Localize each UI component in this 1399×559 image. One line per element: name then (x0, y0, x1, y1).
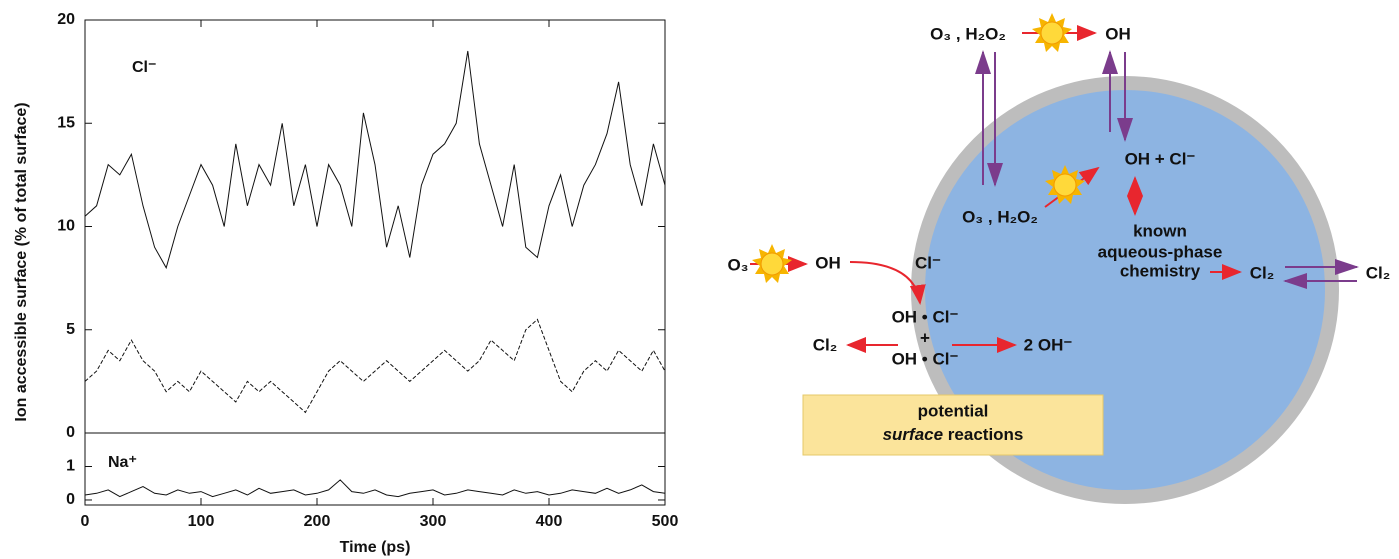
y-tick-label: 1 (66, 458, 75, 475)
y-tick-label: 5 (66, 321, 75, 338)
x-tick-label: 0 (81, 513, 90, 530)
y-tick-label: 0 (66, 491, 75, 508)
box-text: potential (918, 401, 989, 420)
x-tick-label: 300 (420, 513, 447, 530)
annotation: Cl⁻ (132, 59, 156, 76)
label: OH + Cl⁻ (1125, 149, 1196, 168)
y-tick-label: 0 (66, 424, 75, 441)
box-text: reactions (943, 425, 1023, 444)
x-axis-label: Time (ps) (340, 539, 411, 556)
data-line (84, 318, 666, 414)
y-tick-label: 20 (57, 11, 75, 28)
plot-frame (84, 432, 666, 506)
surface-box (802, 394, 1104, 456)
purple-arrows (975, 50, 1359, 289)
data-line (84, 479, 666, 498)
annotation: Na⁺ (108, 454, 137, 471)
label: Cl₂ (813, 335, 838, 354)
label: OH (815, 253, 841, 272)
diagram: potential surface reactions O₃ , H₂O₂ OH… (727, 12, 1391, 504)
box-text: surface reactions (883, 425, 1024, 444)
y-tick-label: 10 (57, 218, 75, 235)
x-tick-label: 200 (304, 513, 331, 530)
label: O₃ , H₂O₂ (962, 207, 1038, 226)
sun-icon (1031, 12, 1073, 53)
label: Cl₂ (1250, 263, 1275, 282)
label: OH • Cl⁻ (892, 349, 959, 368)
y-axis-label: Ion accessible surface (% of total surfa… (13, 102, 30, 421)
label: O₃ (727, 255, 748, 274)
x-tick-label: 400 (536, 513, 563, 530)
x-tick-label: 100 (188, 513, 215, 530)
y-tick-label: 15 (57, 114, 75, 131)
x-tick-label: 500 (652, 513, 679, 530)
label: OH • Cl⁻ (892, 307, 959, 326)
box-italic: surface (883, 425, 943, 444)
data-line (84, 50, 666, 270)
label: + (920, 328, 930, 347)
label: Cl₂ (1366, 263, 1391, 282)
sun-icon (751, 243, 793, 284)
label: O₃ , H₂O₂ (930, 24, 1006, 43)
label: known (1133, 221, 1187, 240)
label: chemistry (1120, 261, 1201, 280)
label: 2 OH⁻ (1024, 335, 1073, 354)
label: aqueous-phase (1098, 242, 1223, 261)
label: Cl⁻ (915, 253, 941, 272)
label: OH (1105, 24, 1131, 43)
